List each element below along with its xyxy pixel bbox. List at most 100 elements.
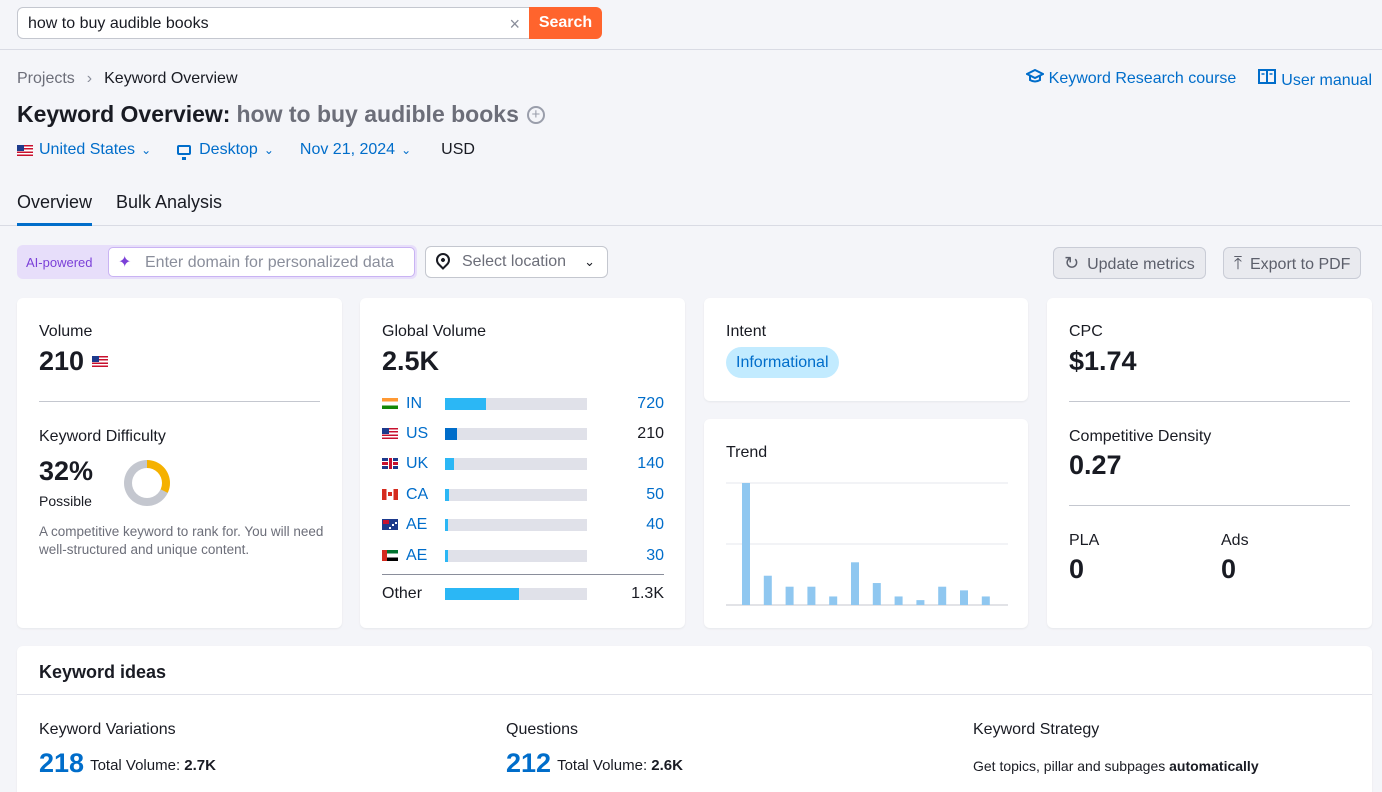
country-code[interactable]: AE: [406, 547, 428, 564]
intent-badge[interactable]: Informational: [726, 347, 839, 378]
search-query[interactable]: how to buy audible books: [28, 15, 209, 32]
trend-bar[interactable]: [916, 600, 925, 605]
country-row[interactable]: AE 30: [382, 546, 664, 566]
title-keyword: how to buy audible books: [236, 101, 519, 127]
kd-description: A competitive keyword to rank for. You w…: [39, 524, 324, 557]
other-volume: 1.3K: [631, 585, 664, 602]
questions: Questions 212 Total Volume: 2.6K: [506, 721, 683, 778]
canada-flag-icon: [382, 489, 398, 500]
search-input[interactable]: how to buy audible books ×: [17, 7, 531, 39]
pla-label: PLA: [1069, 532, 1100, 549]
total-volume-value: 2.7K: [184, 757, 216, 774]
volume-bar-track: [445, 519, 587, 531]
country-code[interactable]: IN: [406, 395, 422, 412]
country-volume[interactable]: 50: [646, 486, 664, 503]
device-dropdown[interactable]: Desktop ⌄: [177, 141, 274, 160]
country-row[interactable]: US 210: [382, 424, 664, 444]
trend-bar[interactable]: [872, 583, 881, 605]
volume-bar-track: [445, 428, 587, 440]
trend-bar[interactable]: [829, 596, 838, 605]
trend-bar[interactable]: [938, 586, 947, 605]
global-volume-label: Global Volume: [382, 323, 487, 340]
domain-input[interactable]: ✦ Enter domain for personalized data: [108, 247, 415, 277]
volume-bar-fill: [445, 458, 454, 470]
country-volume[interactable]: 30: [646, 547, 664, 564]
competitive-density-value: 0.27: [1069, 450, 1122, 480]
volume-bar-track: [445, 398, 587, 410]
country-volume[interactable]: 720: [637, 395, 664, 412]
trend-bar[interactable]: [763, 575, 772, 605]
volume-bar-fill: [445, 398, 487, 410]
questions-count[interactable]: 212: [506, 748, 552, 778]
trend-bar[interactable]: [894, 596, 903, 605]
divider: [17, 694, 1372, 695]
trend-bar[interactable]: [807, 586, 816, 605]
country-code[interactable]: CA: [406, 486, 429, 503]
trend-card: Trend: [704, 419, 1028, 628]
trend-bar[interactable]: [785, 586, 794, 605]
keyword-variations-label: Keyword Variations: [39, 721, 176, 738]
intent-label: Intent: [726, 323, 767, 340]
manual-link-label: User manual: [1281, 72, 1372, 89]
update-metrics-button[interactable]: ↻ Update metrics: [1053, 247, 1206, 279]
country-row[interactable]: UK 140: [382, 454, 664, 474]
tab-overview[interactable]: Overview: [17, 192, 93, 226]
divider: [39, 401, 320, 402]
clear-icon[interactable]: ×: [509, 14, 520, 34]
trend-bar[interactable]: [742, 483, 750, 605]
keyword-research-course-link[interactable]: Keyword Research course: [1024, 68, 1236, 90]
volume-bar-fill: [445, 550, 448, 562]
country-code[interactable]: US: [406, 425, 429, 442]
chevron-down-icon: ⌄: [141, 143, 152, 157]
country-volume[interactable]: 140: [637, 455, 664, 472]
total-volume-label: Total Volume:: [557, 757, 648, 774]
tab-bulk-analysis[interactable]: Bulk Analysis: [116, 192, 223, 212]
keyword-variations-stats: 218 Total Volume: 2.7K: [39, 748, 216, 779]
volume-bar-track: [445, 588, 587, 600]
volume-bar-fill: [445, 588, 519, 600]
breadcrumb-current: Keyword Overview: [104, 70, 238, 87]
search-button[interactable]: Search: [529, 7, 602, 39]
export-pdf-button[interactable]: ⤒ Export to PDF: [1223, 247, 1362, 279]
keyword-ideas-card: Keyword ideas Keyword Variations 218 Tota…: [17, 646, 1372, 792]
australia-flag-icon: [382, 519, 398, 530]
breadcrumb-projects[interactable]: Projects: [17, 70, 75, 87]
india-flag-icon: [382, 398, 398, 409]
volume-bar-track: [445, 489, 587, 501]
date-dropdown[interactable]: Nov 21, 2024 ⌄: [300, 141, 411, 159]
location-label: Select location: [462, 253, 567, 270]
export-pdf-label: Export to PDF: [1249, 256, 1351, 273]
country-row[interactable]: IN 720: [382, 394, 664, 414]
trend-bar[interactable]: [851, 562, 859, 605]
tab-bar: Overview Bulk Analysis: [0, 180, 1382, 226]
country-dropdown[interactable]: United States ⌄: [17, 141, 151, 159]
country-row[interactable]: CA 50: [382, 485, 664, 505]
kd-value: 32%: [39, 456, 94, 486]
country-row[interactable]: AE 40: [382, 515, 664, 535]
page-title: Keyword Overview: how to buy audible book…: [17, 101, 545, 128]
add-circle-icon[interactable]: +: [526, 106, 545, 124]
trend-bar[interactable]: [981, 596, 990, 605]
trend-bar[interactable]: [960, 590, 968, 605]
kd-donut-chart: [124, 460, 170, 506]
kd-label: Keyword Difficulty: [39, 428, 166, 445]
user-manual-link[interactable]: User manual: [1258, 69, 1372, 90]
update-metrics-label: Update metrics: [1087, 256, 1195, 273]
location-select[interactable]: Select location ⌄: [425, 246, 608, 278]
keyword-variations-count[interactable]: 218: [39, 748, 85, 778]
domain-placeholder: Enter domain for personalized data: [145, 254, 395, 271]
cpc-value: $1.74: [1069, 346, 1137, 376]
cpc-card: CPC $1.74 Competitive Density 0.27 PLA 0…: [1047, 298, 1372, 628]
country-volume[interactable]: 40: [646, 516, 664, 533]
questions-label: Questions: [506, 721, 579, 738]
cpc-label: CPC: [1069, 323, 1103, 340]
country-code[interactable]: UK: [406, 455, 429, 472]
volume-label: Volume: [39, 323, 93, 340]
country-code[interactable]: AE: [406, 516, 428, 533]
questions-stats: 212 Total Volume: 2.6K: [506, 748, 683, 779]
country-label: United States: [39, 141, 136, 158]
chevron-down-icon: ⌄: [263, 143, 274, 157]
book-icon: [1258, 69, 1277, 90]
volume-bar-track: [445, 550, 587, 562]
pla-value: 0: [1069, 554, 1085, 584]
